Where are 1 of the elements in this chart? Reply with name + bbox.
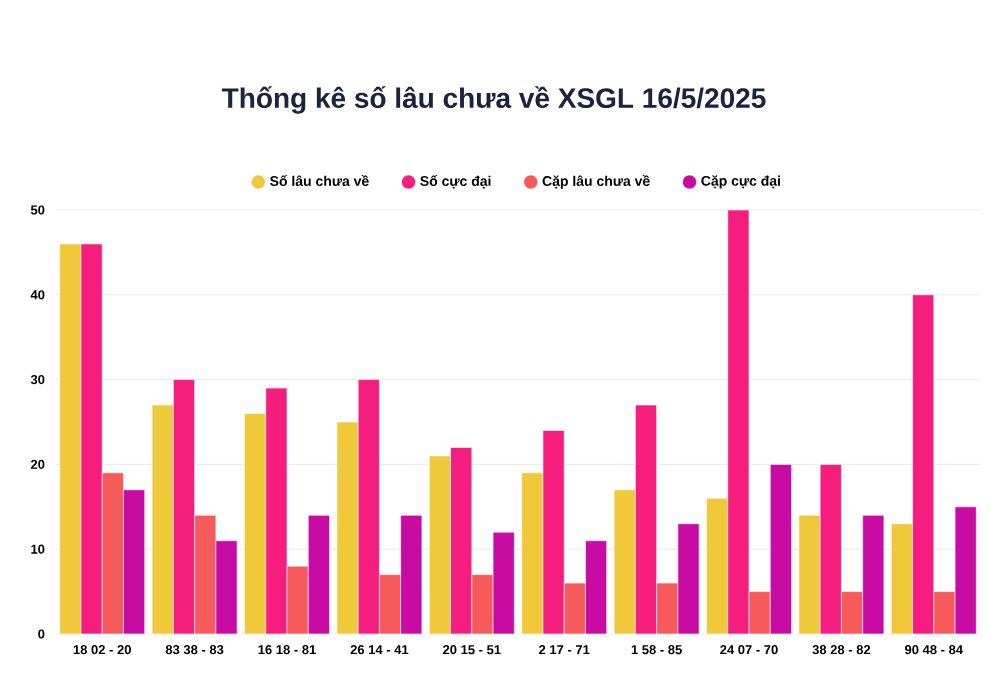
chart-title: Thống kê số lâu chưa về XSGL 16/5/2025 xyxy=(221,86,766,114)
